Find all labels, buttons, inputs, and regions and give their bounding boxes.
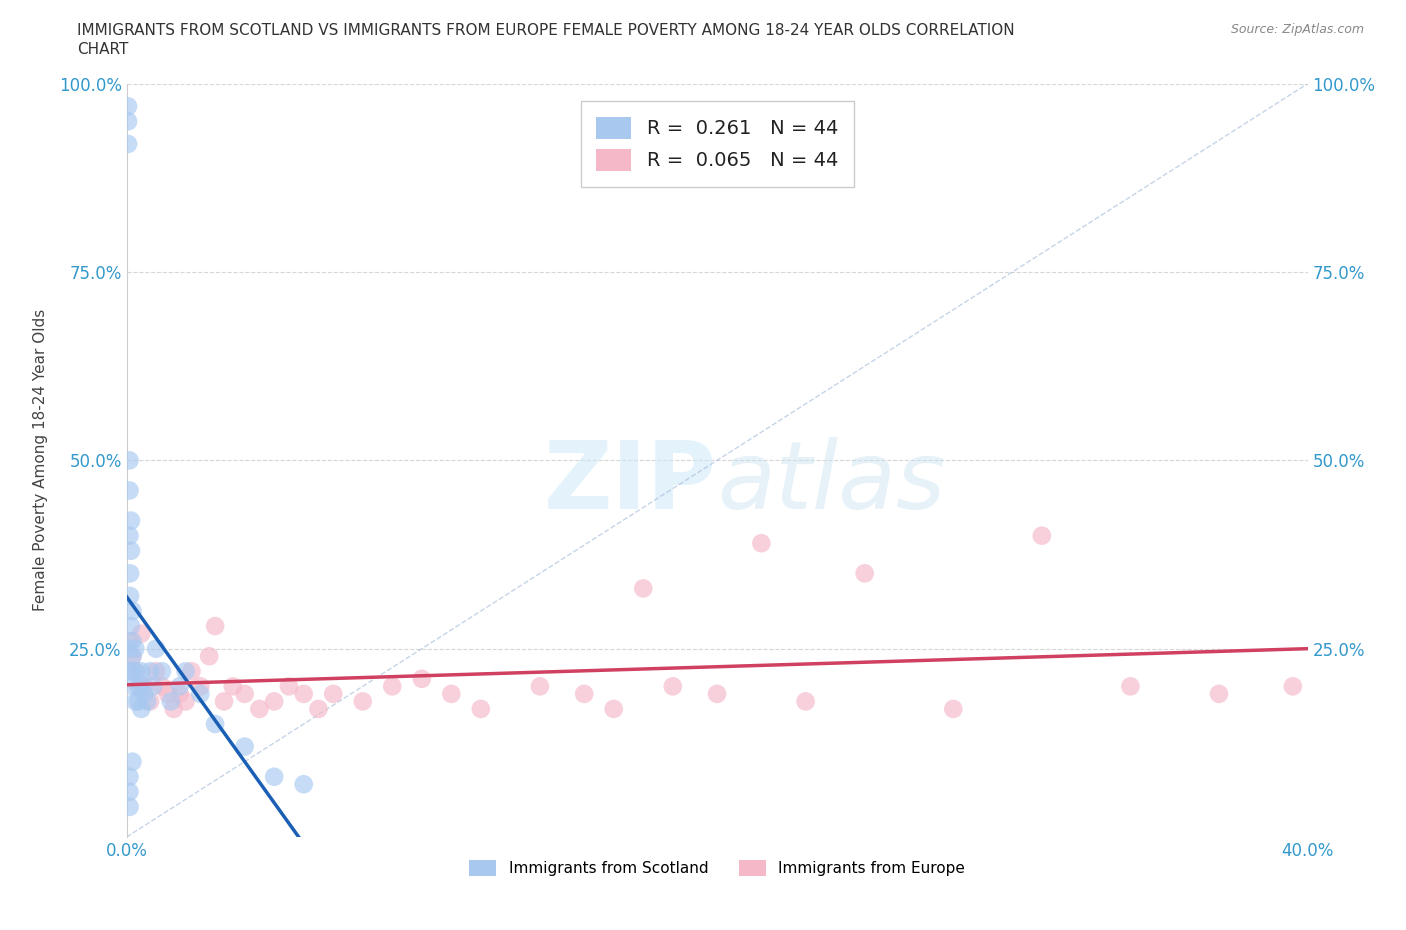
Point xyxy=(142,679,165,694)
Point xyxy=(121,664,143,679)
Point xyxy=(411,671,433,686)
Point xyxy=(156,686,179,701)
Point xyxy=(188,679,212,694)
Point xyxy=(150,664,173,679)
Point xyxy=(1208,686,1230,701)
Point xyxy=(134,679,156,694)
Point xyxy=(120,618,142,633)
Point xyxy=(212,694,235,709)
Point xyxy=(292,686,315,701)
Point xyxy=(124,642,146,657)
Text: IMMIGRANTS FROM SCOTLAND VS IMMIGRANTS FROM EUROPE FEMALE POVERTY AMONG 18-24 YE: IMMIGRANTS FROM SCOTLAND VS IMMIGRANTS F… xyxy=(77,23,1015,38)
Point xyxy=(180,664,202,679)
Point xyxy=(529,679,551,694)
Point xyxy=(122,679,145,694)
Text: CHART: CHART xyxy=(77,42,129,57)
Point xyxy=(322,686,344,701)
Point xyxy=(188,686,212,701)
Point xyxy=(118,453,141,468)
Point xyxy=(633,581,655,596)
Point xyxy=(233,739,256,754)
Point xyxy=(127,679,149,694)
Point xyxy=(118,528,141,543)
Point xyxy=(121,754,143,769)
Point xyxy=(198,649,221,664)
Point xyxy=(440,686,463,701)
Point xyxy=(352,694,374,709)
Point xyxy=(174,694,197,709)
Point xyxy=(118,800,141,815)
Point xyxy=(118,642,141,657)
Legend: Immigrants from Scotland, Immigrants from Europe: Immigrants from Scotland, Immigrants fro… xyxy=(463,854,972,882)
Point xyxy=(751,536,773,551)
Point xyxy=(169,686,191,701)
Point xyxy=(603,701,626,716)
Text: atlas: atlas xyxy=(717,437,945,528)
Point xyxy=(174,664,197,679)
Point xyxy=(118,769,141,784)
Point xyxy=(117,137,139,152)
Point xyxy=(129,664,153,679)
Point xyxy=(150,679,173,694)
Point xyxy=(117,114,139,129)
Point xyxy=(204,717,226,732)
Point xyxy=(118,784,141,799)
Point xyxy=(124,664,146,679)
Point xyxy=(942,701,965,716)
Point xyxy=(574,686,596,701)
Point xyxy=(129,701,153,716)
Point xyxy=(263,694,285,709)
Point xyxy=(124,664,146,679)
Point xyxy=(139,694,162,709)
Point xyxy=(222,679,245,694)
Text: ZIP: ZIP xyxy=(544,437,717,529)
Point xyxy=(129,679,153,694)
Point xyxy=(233,686,256,701)
Point xyxy=(204,618,226,633)
Point xyxy=(263,769,285,784)
Point xyxy=(121,604,143,618)
Point xyxy=(292,777,315,791)
Point xyxy=(127,694,149,709)
Point xyxy=(1282,679,1305,694)
Point xyxy=(853,565,876,580)
Point xyxy=(139,664,162,679)
Point xyxy=(308,701,330,716)
Point xyxy=(118,483,141,498)
Point xyxy=(118,633,141,648)
Point xyxy=(121,633,143,648)
Text: Source: ZipAtlas.com: Source: ZipAtlas.com xyxy=(1230,23,1364,36)
Point xyxy=(134,686,156,701)
Point xyxy=(706,686,728,701)
Point xyxy=(129,626,153,641)
Point xyxy=(278,679,301,694)
Point xyxy=(163,701,186,716)
Point xyxy=(169,679,191,694)
Point xyxy=(145,664,167,679)
Point xyxy=(381,679,404,694)
Point xyxy=(124,694,146,709)
Y-axis label: Female Poverty Among 18-24 Year Olds: Female Poverty Among 18-24 Year Olds xyxy=(32,309,48,612)
Point xyxy=(120,513,142,528)
Point xyxy=(1119,679,1142,694)
Point xyxy=(662,679,685,694)
Point xyxy=(120,589,142,604)
Point xyxy=(120,565,142,580)
Point xyxy=(121,649,143,664)
Point xyxy=(794,694,817,709)
Point xyxy=(117,99,139,113)
Point xyxy=(1031,528,1053,543)
Point xyxy=(145,642,167,657)
Point xyxy=(120,543,142,558)
Point xyxy=(136,694,159,709)
Point xyxy=(160,694,183,709)
Point xyxy=(118,664,141,679)
Point xyxy=(121,649,143,664)
Point xyxy=(470,701,492,716)
Point xyxy=(249,701,271,716)
